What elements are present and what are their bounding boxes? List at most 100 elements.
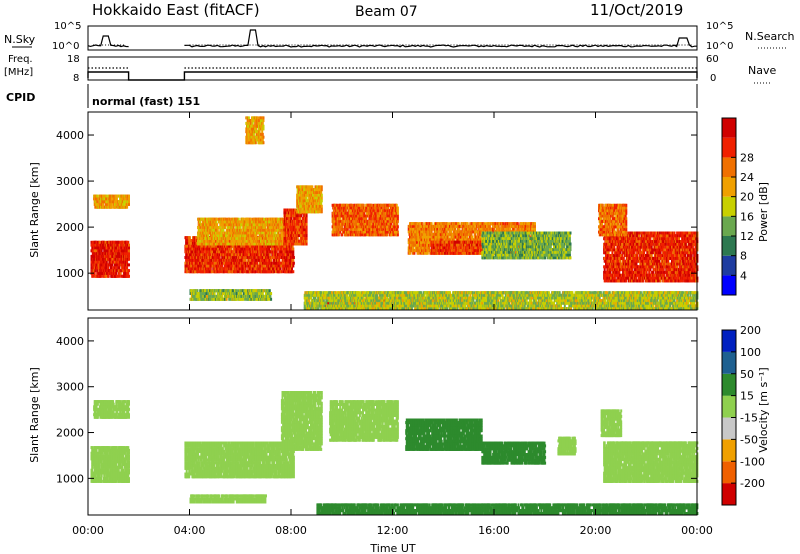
cell — [128, 246, 130, 249]
nsky-panel: N.Sky 10^5 10^0 10^5 10^0 N.Search — [4, 21, 795, 52]
cell — [116, 197, 118, 200]
cell — [233, 262, 235, 265]
cell — [127, 241, 129, 244]
cell — [268, 267, 270, 270]
cpid-value: normal (fast) 151 — [92, 95, 200, 108]
cell — [235, 248, 237, 251]
cell — [106, 195, 108, 198]
cell — [118, 258, 120, 261]
cell — [221, 262, 223, 265]
cell — [112, 258, 114, 261]
cell — [118, 252, 120, 255]
nave-axis-bottom: 0 — [710, 73, 716, 84]
cell — [128, 200, 130, 203]
nsky-axis-bottom: 10^0 — [52, 41, 79, 52]
cell — [264, 265, 266, 268]
cell — [107, 266, 109, 269]
cell — [240, 226, 242, 229]
cell — [118, 275, 120, 278]
cell — [216, 218, 218, 221]
cell — [105, 203, 107, 206]
cell — [228, 256, 230, 259]
cell — [260, 250, 262, 253]
cell — [240, 229, 242, 232]
cell — [215, 234, 217, 237]
cell — [105, 275, 107, 278]
freq-label-line1: Freq. — [8, 54, 33, 65]
date-label: 11/Oct/2019 — [590, 1, 683, 19]
cell — [189, 236, 191, 239]
cell — [112, 195, 114, 198]
cell — [128, 269, 130, 272]
cell — [198, 229, 200, 232]
cell — [240, 220, 242, 223]
cell — [209, 232, 211, 235]
cell — [230, 248, 232, 251]
cell — [222, 232, 224, 235]
cell — [278, 265, 280, 268]
cell — [247, 256, 249, 259]
cell — [186, 267, 188, 270]
cell — [219, 226, 221, 229]
cell — [233, 226, 235, 229]
cell — [252, 259, 254, 262]
cell — [94, 269, 96, 272]
cell — [273, 259, 275, 262]
cell — [277, 248, 279, 251]
cell — [128, 244, 130, 247]
cell — [255, 270, 257, 273]
cell — [115, 203, 117, 206]
cell — [108, 275, 110, 278]
cell — [195, 250, 197, 253]
cell — [280, 267, 282, 270]
cell — [128, 249, 130, 252]
cell — [199, 220, 201, 223]
nsearch-axis-top: 10^5 — [706, 21, 733, 32]
cell — [184, 262, 186, 265]
cell — [99, 241, 101, 244]
cell — [256, 262, 258, 265]
cpid-label: CPID — [6, 91, 35, 104]
cell — [128, 258, 130, 261]
cell — [187, 259, 189, 262]
cell — [217, 248, 219, 251]
cell — [268, 248, 270, 251]
cell — [118, 246, 120, 249]
cell — [225, 218, 227, 221]
cell — [235, 253, 237, 256]
cell — [233, 250, 235, 253]
region-3 — [197, 218, 292, 246]
cell — [243, 270, 245, 273]
cell — [126, 266, 128, 269]
freq-trace — [88, 72, 697, 80]
cell — [209, 253, 211, 256]
cell — [101, 249, 103, 252]
cell — [236, 267, 238, 270]
cell — [235, 256, 237, 259]
cell — [290, 253, 292, 256]
cell — [249, 259, 251, 262]
cell — [128, 252, 130, 255]
cell — [245, 267, 247, 270]
cell — [266, 256, 268, 259]
cell — [247, 248, 249, 251]
cell — [120, 272, 122, 275]
cell — [204, 248, 206, 251]
nsearch-axis-bottom: 10^0 — [706, 41, 733, 52]
cell — [126, 206, 128, 209]
cell — [286, 256, 288, 259]
cell — [223, 229, 225, 232]
cell — [101, 275, 103, 278]
cell — [240, 256, 242, 259]
cell — [292, 270, 294, 273]
cell — [96, 195, 98, 198]
cell — [96, 269, 98, 272]
cell — [118, 266, 120, 269]
cell — [128, 203, 130, 206]
cell — [207, 226, 209, 229]
cell — [127, 272, 129, 275]
cell — [200, 226, 202, 229]
cell — [105, 249, 107, 252]
cell — [211, 270, 213, 273]
cell — [92, 275, 94, 278]
